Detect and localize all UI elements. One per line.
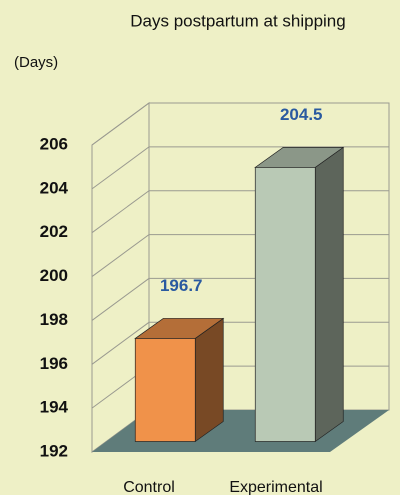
y-tick-label: 192 xyxy=(40,441,68,460)
chart-title: Days postpartum at shipping xyxy=(130,11,345,30)
value-label: 204.5 xyxy=(280,105,323,124)
y-tick-label: 196 xyxy=(40,354,68,373)
y-tick-label: 200 xyxy=(40,266,68,285)
y-tick-label: 202 xyxy=(40,222,68,241)
bar xyxy=(134,338,196,442)
y-tick-label: 198 xyxy=(40,310,68,329)
y-tick-label: 204 xyxy=(40,178,69,197)
value-label: 196.7 xyxy=(160,276,203,295)
grid-line xyxy=(91,146,389,190)
bar-side xyxy=(314,146,344,443)
x-tick-label: Experimental xyxy=(229,479,322,495)
y-tick-label: 206 xyxy=(40,134,68,153)
y-axis-label: (Days) xyxy=(14,54,58,71)
bar-side xyxy=(194,317,224,443)
grid-line xyxy=(91,102,389,146)
y-tick-label: 194 xyxy=(40,398,69,417)
bar xyxy=(254,167,316,442)
x-tick-label: Control xyxy=(123,479,175,495)
